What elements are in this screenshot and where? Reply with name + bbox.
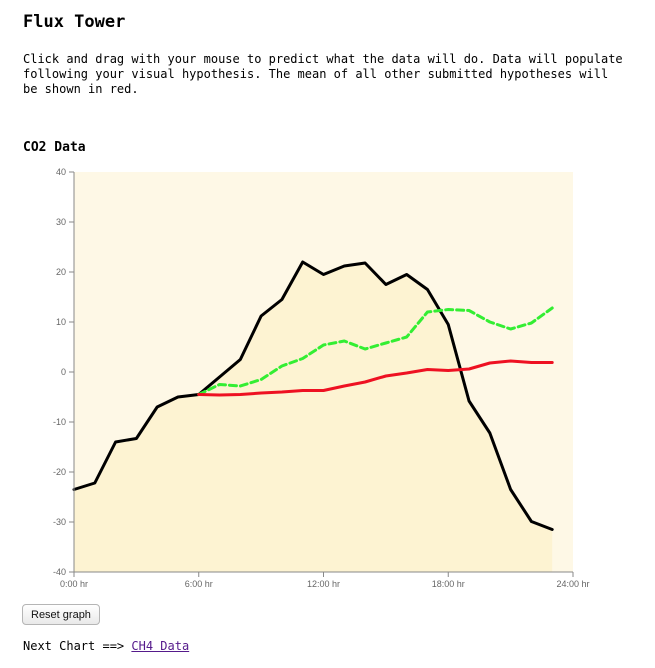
- y-tick-label: 30: [56, 217, 66, 227]
- y-tick-label: 10: [56, 317, 66, 327]
- x-tick-label: 24:00 hr: [556, 579, 589, 589]
- mean-hypothesis-line: [197, 359, 554, 397]
- co2-chart[interactable]: 40 30 20 10 0 -10 -20 -30 -40 0:00 hr 6:00 hr 12:00…: [0, 0, 655, 600]
- actual-data-line: [72, 260, 554, 531]
- x-tick-label: 18:00 hr: [432, 579, 465, 589]
- chart-heading: CO2 Data: [23, 140, 86, 155]
- y-tick-label: -10: [53, 417, 66, 427]
- y-tick-label: 20: [56, 267, 66, 277]
- ch4-data-link[interactable]: CH4 Data: [131, 639, 190, 653]
- x-tick-label: 0:00 hr: [60, 579, 88, 589]
- x-tick-label: 6:00 hr: [185, 579, 213, 589]
- y-tick-label: -20: [53, 467, 66, 477]
- x-tick-label: 12:00 hr: [307, 579, 340, 589]
- y-tick-label: 40: [56, 167, 66, 177]
- next-chart-label: Next Chart ==>: [23, 639, 125, 653]
- hypothesis-line: [197, 306, 554, 396]
- y-tick-label: -40: [53, 567, 66, 577]
- next-chart-row: Next Chart ==> CH4 Data: [23, 639, 189, 653]
- actual-data-area: [74, 262, 553, 572]
- instructions-text: Click and drag with your mouse to predic…: [23, 52, 623, 96]
- page-title: Flux Tower: [23, 12, 126, 32]
- y-tick-label: -30: [53, 517, 66, 527]
- reset-graph-button[interactable]: Reset graph: [22, 604, 100, 625]
- y-tick-label: 0: [61, 367, 66, 377]
